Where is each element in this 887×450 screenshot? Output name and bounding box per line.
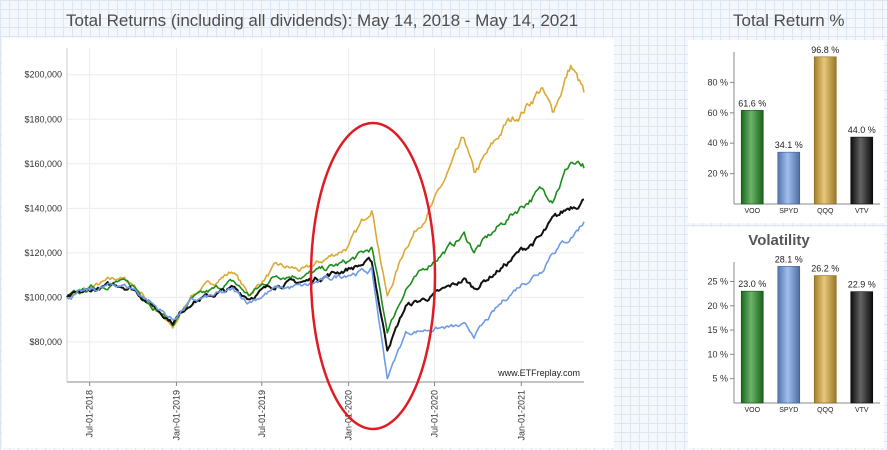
y-tick-label: 80 % [707,77,728,87]
x-tick-label: Jan-01-2019 [171,390,181,441]
bar-value-label: 26.2 % [811,264,839,274]
series-line-spyd [66,221,585,380]
y-tick-label: 40 % [707,138,728,148]
y-tick-label: 5 % [712,374,728,384]
y-tick-label: $200,000 [24,70,62,80]
series-line-voo [66,160,585,334]
watermark-text: www.ETFreplay.com [497,368,580,378]
category-label: QQQ [817,407,834,414]
line-chart-panel: $80,000 $100,000 $120,000 $140,000 $160,000 $… [2,38,614,448]
bar-value-label: 96.8 % [811,45,839,55]
bar-vtv [850,136,874,205]
x-tick-label: Jul-01-2018 [85,390,95,438]
y-tick-label: $120,000 [24,248,62,258]
x-tick-label: Jul-01-2019 [257,390,267,438]
series-line-qqq [66,64,585,329]
bar-value-label: 23.0 % [738,279,766,289]
y-tick-label: $80,000 [29,337,62,347]
bar-spyd [777,151,801,205]
x-tick-label: Jan-01-2021 [516,390,526,441]
y-tick-label: $160,000 [24,159,62,169]
category-label: VOO [744,208,760,215]
bar-voo [740,110,764,205]
total-return-title: Total Return % [733,11,845,30]
bar-value-label: 28.1 % [775,254,803,264]
volatility-title: Volatility [748,232,810,249]
category-label: QQQ [817,208,834,215]
bar-qqq [813,275,837,404]
category-label: VTV [855,208,869,215]
category-label: SPYD [779,407,798,414]
category-label: VOO [744,407,760,414]
bar-value-label: 22.9 % [848,280,876,290]
highlight-ellipse [309,121,437,431]
y-tick-label: 25 % [707,276,728,286]
y-tick-label: $180,000 [24,114,62,124]
chart-title: Total Returns (including all dividends):… [66,11,579,30]
y-tick-label: 20 % [707,169,728,179]
volatility-chart: Volatility 5 % 10 % 15 % 20 % 25 % 23.0 % VOO 28… [707,232,880,414]
y-tick-label: 20 % [707,301,728,311]
y-tick-label: $140,000 [24,203,62,213]
bar-spyd [777,266,801,404]
volatility-panel: Volatility 5 % 10 % 15 % 20 % 25 % 23.0 % VOO 28… [688,227,884,448]
y-tick-label: 10 % [707,349,728,359]
bar-value-label: 61.6 % [738,98,766,108]
bar-voo [740,290,764,404]
bar-value-label: 34.1 % [775,140,803,150]
bar-vtv [850,291,874,404]
category-label: VTV [855,407,869,414]
y-tick-label: 15 % [707,325,728,335]
total-return-chart: 20 % 40 % 60 % 80 % 61.6 % VOO 34.1 % SPYD 96.8 … [707,45,880,215]
category-label: SPYD [779,208,798,215]
total-return-panel: 20 % 40 % 60 % 80 % 61.6 % VOO 34.1 % SPYD 96.8 … [688,40,884,223]
line-chart: $80,000 $100,000 $120,000 $140,000 $160,000 $… [24,48,585,441]
y-tick-label: $100,000 [24,292,62,302]
bar-value-label: 44.0 % [848,125,876,135]
bar-qqq [813,56,837,205]
y-tick-label: 60 % [707,108,728,118]
x-tick-label: Jul-01-2020 [429,390,439,438]
